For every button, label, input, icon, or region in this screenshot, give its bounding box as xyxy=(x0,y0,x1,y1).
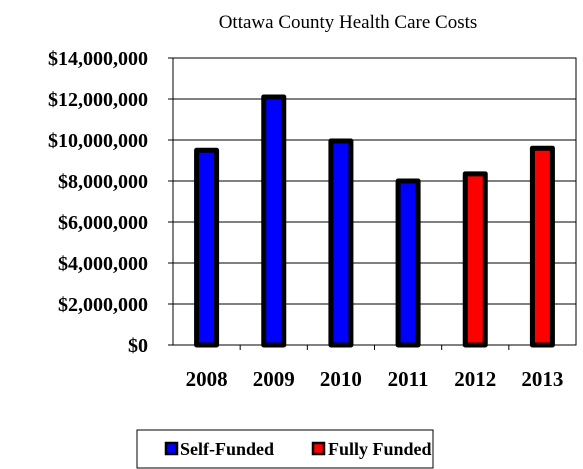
y-tick-labels: $0 $2,000,000 $4,000,000 $6,000,000 $8,000,0… xyxy=(48,48,148,357)
x-tick-labels: 2008 2009 2010 2011 2012 2013 xyxy=(186,367,564,391)
y-tick-label: $12,000,000 xyxy=(48,89,148,111)
legend-label-self-funded: Self-Funded xyxy=(180,439,274,459)
x-tick-label-2011: 2011 xyxy=(388,367,429,391)
plot-area-border xyxy=(172,57,577,346)
y-tick-label: $10,000,000 xyxy=(48,130,148,152)
bar-2008 xyxy=(194,147,220,348)
x-tick-label-2008: 2008 xyxy=(186,367,228,391)
legend-swatch-self-funded xyxy=(164,441,179,456)
x-tick-label-2013: 2013 xyxy=(521,367,563,391)
chart-title: Ottawa County Health Care Costs xyxy=(219,12,478,33)
legend-swatch-fully-funded xyxy=(311,441,326,456)
legend-label-fully-funded: Fully Funded xyxy=(328,439,432,459)
bar-2012 xyxy=(462,171,488,348)
bars xyxy=(194,94,555,348)
x-tick-label-2010: 2010 xyxy=(320,367,362,391)
y-tick-label: $6,000,000 xyxy=(58,212,148,234)
y-tick-label: $2,000,000 xyxy=(58,294,148,316)
y-tick-label: $0 xyxy=(128,335,148,357)
x-tick-label-2012: 2012 xyxy=(454,367,496,391)
axes xyxy=(172,57,577,346)
y-tick-label: $4,000,000 xyxy=(58,253,148,275)
legend-box xyxy=(136,429,434,469)
legend: Self-Funded Fully Funded xyxy=(136,429,434,469)
x-tick-label-2009: 2009 xyxy=(253,367,295,391)
bar-2011 xyxy=(395,178,421,348)
bar-2010 xyxy=(328,138,354,348)
y-tick-label: $8,000,000 xyxy=(58,171,148,193)
bar-2013 xyxy=(529,145,555,348)
y-tick-label: $14,000,000 xyxy=(48,48,148,70)
gridlines xyxy=(168,57,576,350)
bar-2009 xyxy=(261,94,287,348)
